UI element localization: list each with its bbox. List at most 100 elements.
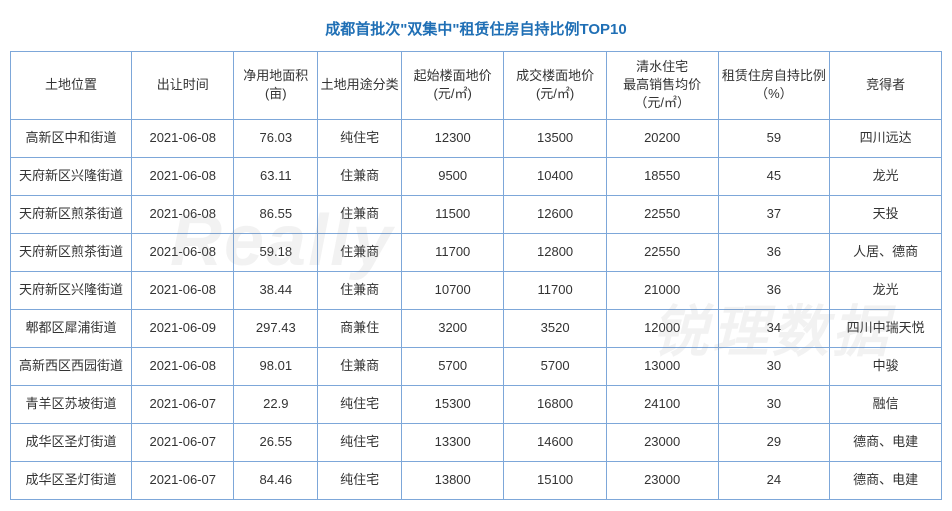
table-cell: 18550: [606, 157, 718, 195]
table-header-row: 土地位置出让时间净用地面积(亩)土地用途分类起始楼面地价(元/㎡)成交楼面地价(…: [11, 52, 942, 120]
column-header: 清水住宅最高销售均价（元/㎡）: [606, 52, 718, 120]
table-cell: 2021-06-08: [132, 195, 234, 233]
table-cell: 中骏: [830, 347, 942, 385]
table-cell: 22550: [606, 233, 718, 271]
table-cell: 5700: [504, 347, 606, 385]
table-cell: 13300: [401, 423, 503, 461]
table-cell: 12300: [401, 119, 503, 157]
table-cell: 34: [718, 309, 830, 347]
table-container: 成都首批次"双集中"租赁住房自持比例TOP10 土地位置出让时间净用地面积(亩)…: [0, 0, 952, 508]
column-header: 土地位置: [11, 52, 132, 120]
table-cell: 22550: [606, 195, 718, 233]
table-cell: 11700: [504, 271, 606, 309]
table-cell: 2021-06-07: [132, 385, 234, 423]
table-cell: 住兼商: [318, 347, 402, 385]
table-row: 青羊区苏坡街道2021-06-0722.9纯住宅1530016800241003…: [11, 385, 942, 423]
table-row: 天府新区煎茶街道2021-06-0859.18住兼商11700128002255…: [11, 233, 942, 271]
table-cell: 成华区圣灯街道: [11, 461, 132, 499]
column-header: 租赁住房自持比例（%）: [718, 52, 830, 120]
table-cell: 2021-06-09: [132, 309, 234, 347]
table-cell: 四川中瑞天悦: [830, 309, 942, 347]
column-header: 净用地面积(亩): [234, 52, 318, 120]
table-cell: 德商、电建: [830, 423, 942, 461]
table-cell: 天府新区兴隆街道: [11, 157, 132, 195]
table-cell: 9500: [401, 157, 503, 195]
column-header: 成交楼面地价(元/㎡): [504, 52, 606, 120]
table-cell: 12000: [606, 309, 718, 347]
table-cell: 26.55: [234, 423, 318, 461]
table-cell: 融信: [830, 385, 942, 423]
table-cell: 30: [718, 385, 830, 423]
table-cell: 天投: [830, 195, 942, 233]
table-cell: 22.9: [234, 385, 318, 423]
table-cell: 3200: [401, 309, 503, 347]
table-cell: 20200: [606, 119, 718, 157]
table-cell: 12800: [504, 233, 606, 271]
table-row: 天府新区兴隆街道2021-06-0838.44住兼商10700117002100…: [11, 271, 942, 309]
table-cell: 高新西区西园街道: [11, 347, 132, 385]
table-cell: 14600: [504, 423, 606, 461]
table-cell: 37: [718, 195, 830, 233]
table-cell: 16800: [504, 385, 606, 423]
table-cell: 2021-06-07: [132, 423, 234, 461]
table-cell: 29: [718, 423, 830, 461]
table-cell: 11500: [401, 195, 503, 233]
table-cell: 郫都区犀浦街道: [11, 309, 132, 347]
table-cell: 2021-06-08: [132, 271, 234, 309]
table-cell: 36: [718, 271, 830, 309]
table-cell: 84.46: [234, 461, 318, 499]
table-cell: 12600: [504, 195, 606, 233]
table-cell: 5700: [401, 347, 503, 385]
table-cell: 297.43: [234, 309, 318, 347]
table-cell: 45: [718, 157, 830, 195]
table-cell: 98.01: [234, 347, 318, 385]
table-cell: 德商、电建: [830, 461, 942, 499]
table-cell: 15300: [401, 385, 503, 423]
table-cell: 13000: [606, 347, 718, 385]
table-row: 高新区中和街道2021-06-0876.03纯住宅123001350020200…: [11, 119, 942, 157]
column-header: 起始楼面地价(元/㎡): [401, 52, 503, 120]
column-header: 出让时间: [132, 52, 234, 120]
table-cell: 10400: [504, 157, 606, 195]
table-cell: 龙光: [830, 271, 942, 309]
table-row: 天府新区煎茶街道2021-06-0886.55住兼商11500126002255…: [11, 195, 942, 233]
table-cell: 龙光: [830, 157, 942, 195]
table-row: 高新西区西园街道2021-06-0898.01住兼商57005700130003…: [11, 347, 942, 385]
column-header: 竞得者: [830, 52, 942, 120]
table-cell: 23000: [606, 461, 718, 499]
table-cell: 59: [718, 119, 830, 157]
table-cell: 24100: [606, 385, 718, 423]
table-cell: 天府新区兴隆街道: [11, 271, 132, 309]
table-cell: 2021-06-08: [132, 157, 234, 195]
table-cell: 13500: [504, 119, 606, 157]
table-cell: 13800: [401, 461, 503, 499]
table-cell: 纯住宅: [318, 385, 402, 423]
table-cell: 59.18: [234, 233, 318, 271]
table-row: 成华区圣灯街道2021-06-0784.46纯住宅138001510023000…: [11, 461, 942, 499]
page-title: 成都首批次"双集中"租赁住房自持比例TOP10: [10, 8, 942, 51]
table-cell: 3520: [504, 309, 606, 347]
table-cell: 2021-06-08: [132, 233, 234, 271]
table-cell: 天府新区煎茶街道: [11, 195, 132, 233]
column-header: 土地用途分类: [318, 52, 402, 120]
table-cell: 纯住宅: [318, 423, 402, 461]
table-cell: 住兼商: [318, 157, 402, 195]
table-cell: 10700: [401, 271, 503, 309]
table-cell: 纯住宅: [318, 461, 402, 499]
table-cell: 21000: [606, 271, 718, 309]
table-cell: 纯住宅: [318, 119, 402, 157]
table-cell: 24: [718, 461, 830, 499]
table-cell: 38.44: [234, 271, 318, 309]
table-row: 郫都区犀浦街道2021-06-09297.43商兼住32003520120003…: [11, 309, 942, 347]
table-cell: 2021-06-07: [132, 461, 234, 499]
table-cell: 63.11: [234, 157, 318, 195]
table-cell: 30: [718, 347, 830, 385]
table-cell: 成华区圣灯街道: [11, 423, 132, 461]
table-cell: 高新区中和街道: [11, 119, 132, 157]
table-cell: 青羊区苏坡街道: [11, 385, 132, 423]
table-cell: 15100: [504, 461, 606, 499]
table-cell: 23000: [606, 423, 718, 461]
table-body: 高新区中和街道2021-06-0876.03纯住宅123001350020200…: [11, 119, 942, 499]
table-cell: 11700: [401, 233, 503, 271]
table-cell: 天府新区煎茶街道: [11, 233, 132, 271]
